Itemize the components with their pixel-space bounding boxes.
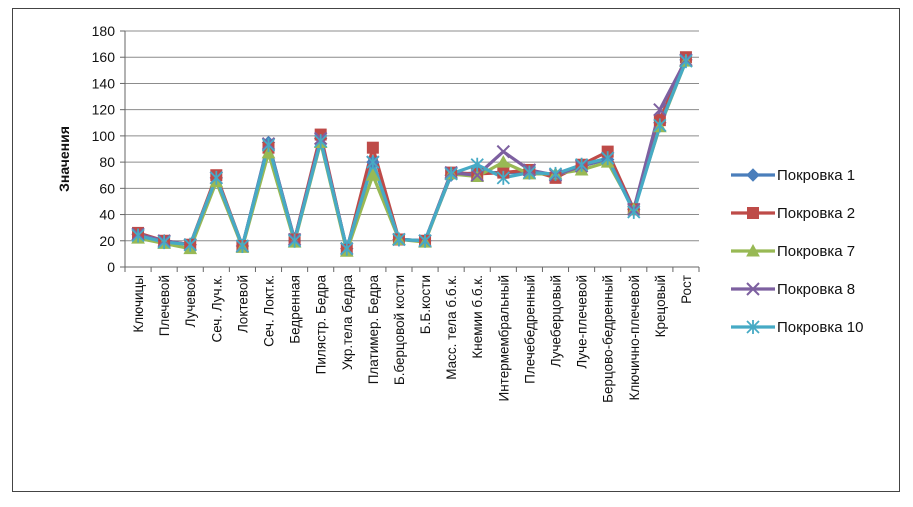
legend-marker [746, 282, 760, 296]
data-point [157, 235, 171, 250]
data-point [261, 138, 276, 153]
x-category-label: Берцово-бедренный [601, 275, 616, 403]
x-category-label: Интермембральный [496, 275, 511, 401]
x-category-label: Платимер. Бедра [366, 275, 381, 385]
y-tick-label: 120 [92, 102, 116, 118]
data-point [627, 204, 641, 219]
x-category-label: Плечебедренный [522, 275, 537, 384]
x-category-label: Ключицы [131, 275, 146, 333]
x-category-label: Кнемии б.б.к. [470, 275, 485, 359]
x-category-label: Сеч. Луч.к. [209, 275, 224, 343]
y-tick-label: 60 [99, 180, 115, 196]
series-markers [131, 51, 693, 257]
data-point [209, 170, 223, 185]
data-point [287, 233, 302, 248]
legend-label: Покровка 10 [777, 319, 863, 336]
x-category-label: Масс. тела б.б.к. [444, 275, 459, 380]
data-point [522, 165, 537, 180]
data-point [131, 228, 145, 243]
y-tick-label: 140 [92, 75, 116, 91]
data-point [444, 166, 458, 181]
data-point [496, 144, 511, 159]
legend-label: Покровка 1 [777, 167, 855, 184]
x-category-label: Плечевой [157, 275, 172, 336]
x-category-label: Рост [679, 275, 694, 304]
y-tick-label: 40 [99, 207, 115, 223]
data-point [183, 237, 197, 252]
gridlines [125, 30, 699, 242]
legend-item: Покровка 2 [731, 205, 855, 222]
x-category-label: Бедренная [288, 275, 303, 344]
x-category-label: Б.Б.кости [418, 275, 433, 334]
y-tick-label: 180 [92, 23, 116, 39]
data-point [470, 157, 484, 172]
legend-item: Покровка 1 [731, 167, 855, 184]
data-point [392, 232, 406, 247]
x-category-label: Б.берцовой кости [392, 275, 407, 385]
data-point [574, 157, 589, 172]
x-category-label: Лучеберцовый [549, 275, 564, 367]
y-tick-label: 160 [92, 49, 116, 65]
x-axis-categories: Ключицы Плечевой Лучевой Сеч. Луч.к. Локтево… [131, 275, 694, 403]
legend-marker [746, 243, 760, 257]
legend-item: Покровка 7 [731, 243, 855, 260]
x-category-label: Лучевой [183, 275, 198, 327]
legend-marker [746, 168, 760, 182]
axes [120, 30, 700, 272]
marker-stroke [496, 144, 511, 159]
data-point [261, 145, 276, 159]
data-point [235, 239, 250, 254]
marker-stroke [470, 168, 484, 182]
legend-marker [747, 207, 759, 219]
chart-frame: 0 20 40 60 80 100 120 140 160 180 Ключицы Плечевой… [12, 8, 900, 492]
data-point [548, 166, 563, 181]
x-category-label: Крецовый [653, 275, 668, 337]
x-category-label: Луче-плечевой [575, 275, 590, 369]
x-category-label: Сеч. Локт.к. [262, 275, 277, 347]
x-category-label: Пилястр. Бедра [314, 275, 329, 375]
data-point [366, 155, 380, 170]
data-point [653, 118, 667, 133]
legend-label: Покровка 2 [777, 205, 855, 222]
x-category-label: Локтевой [235, 275, 250, 333]
marker-stroke [653, 102, 667, 117]
data-point [601, 151, 615, 166]
marker-stroke [746, 282, 760, 296]
y-tick-label: 20 [99, 233, 115, 249]
data-point [314, 134, 328, 149]
series-line-5 [137, 60, 688, 251]
legend-label: Покровка 7 [777, 243, 855, 260]
data-point [340, 241, 354, 256]
legend-label: Покровка 8 [777, 281, 855, 298]
legend-item: Покровка 8 [731, 281, 855, 298]
x-category-label: Ключично-плечевой [627, 275, 642, 401]
data-point [679, 54, 693, 69]
data-point [418, 233, 432, 248]
data-point [366, 141, 379, 154]
legend: Покровка 1 Покровка 2 Покровка 7 Покровка 8… [731, 167, 863, 336]
data-point [496, 155, 511, 168]
data-point [470, 168, 484, 182]
x-category-label: Укр.тела бедра [340, 275, 355, 371]
legend-marker [746, 320, 760, 334]
line-chart: 0 20 40 60 80 100 120 140 160 180 Ключицы Плечевой… [56, 23, 863, 403]
data-point [496, 170, 510, 185]
y-tick-label: 0 [107, 259, 115, 275]
y-axis-ticks: 0 20 40 60 80 100 120 140 160 180 [92, 23, 116, 275]
y-axis-label: Значения [56, 126, 72, 192]
y-tick-label: 100 [92, 128, 116, 144]
series-lines [137, 56, 688, 253]
data-point [653, 102, 667, 117]
data-point [366, 168, 380, 181]
legend-item: Покровка 10 [731, 319, 863, 336]
y-tick-label: 80 [99, 154, 115, 170]
